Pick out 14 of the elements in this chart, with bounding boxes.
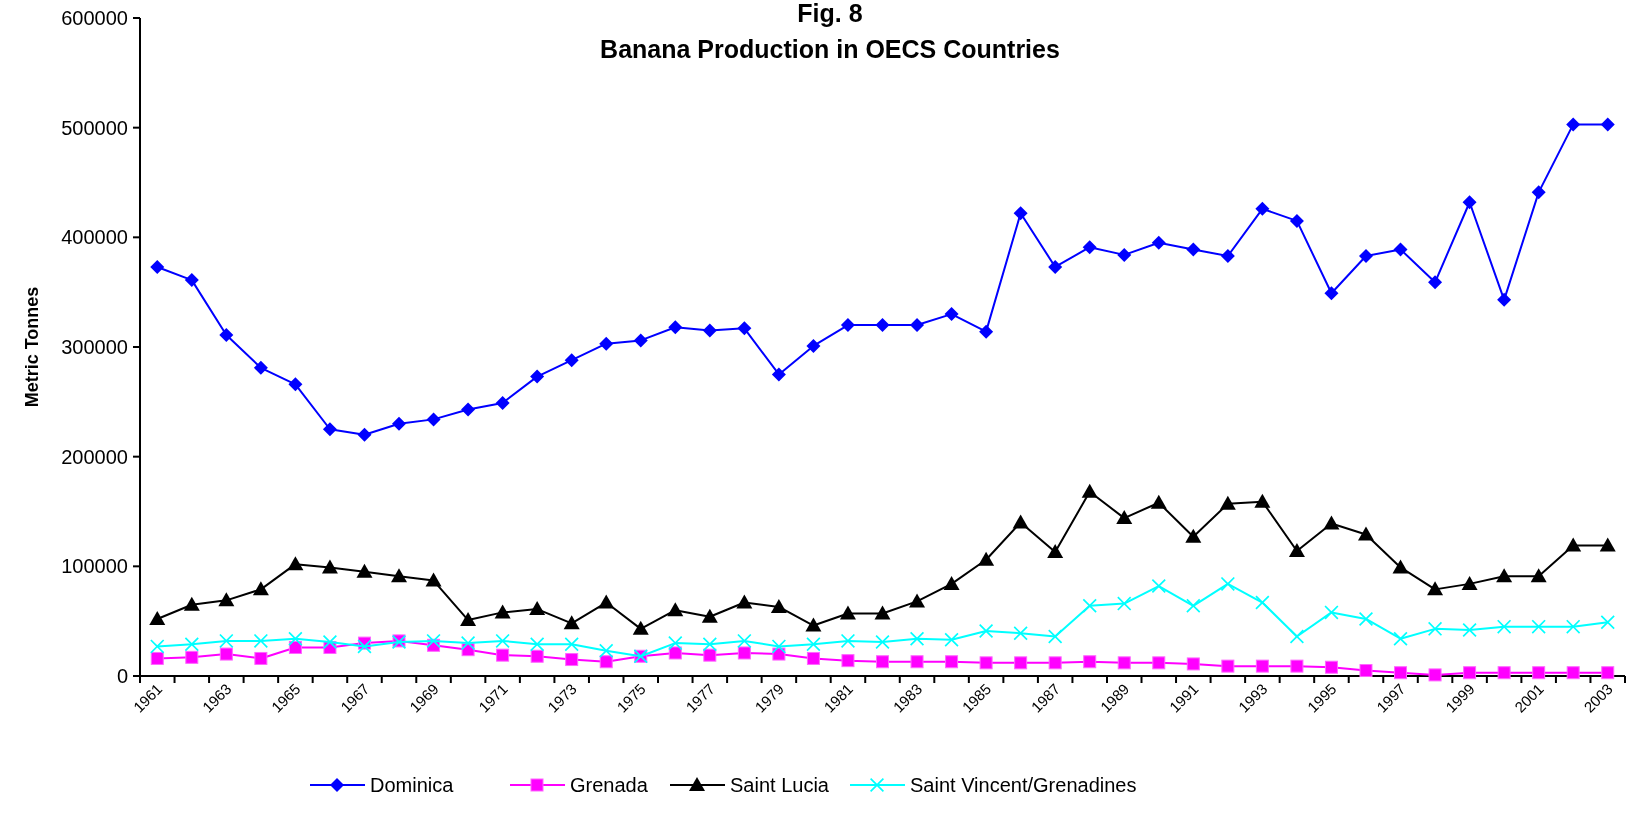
chart-title: Fig. 8 — [797, 0, 863, 27]
y-tick-label: 100000 — [61, 555, 128, 578]
legend-label: Dominica — [370, 774, 455, 796]
y-tick-label: 600000 — [61, 7, 128, 29]
y-tick-label: 0 — [116, 665, 128, 687]
legend-label: Saint Lucia — [730, 774, 830, 796]
y-tick-label: 500000 — [61, 116, 128, 139]
legend-label: Saint Vincent/Grenadines — [910, 774, 1137, 796]
y-axis-title: Metric Tonnes — [22, 286, 42, 408]
y-tick-label: 200000 — [61, 445, 128, 468]
legend-label: Grenada — [570, 774, 649, 796]
y-tick-label: 400000 — [61, 226, 128, 249]
y-tick-label: 300000 — [61, 336, 128, 358]
text: Banana Production in OECS Countries — [600, 35, 1060, 63]
